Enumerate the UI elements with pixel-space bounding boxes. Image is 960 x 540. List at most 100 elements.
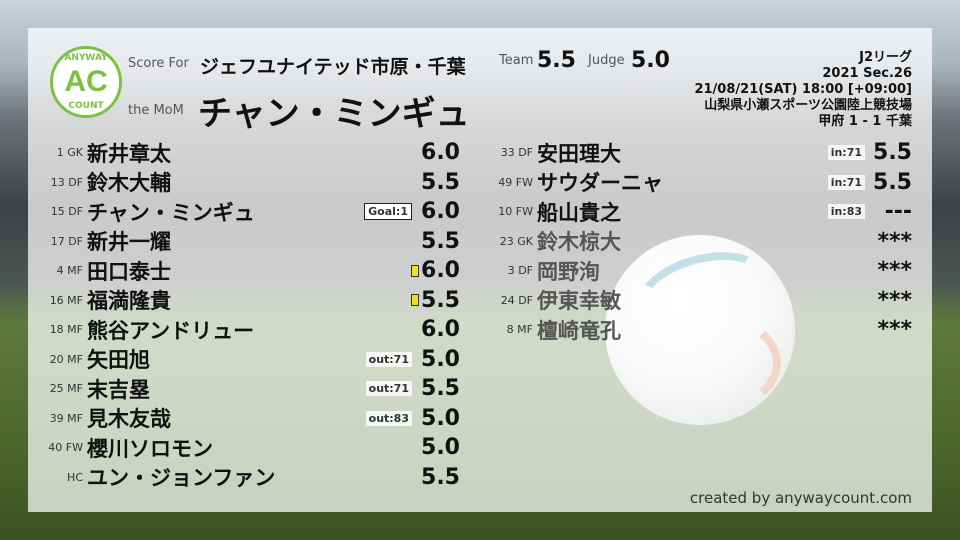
mom-label: the MoM — [128, 103, 184, 118]
player-score: 5.5 — [421, 169, 460, 195]
rating-panel — [28, 28, 932, 512]
mom-player: チャン・ミンギュ — [198, 94, 470, 134]
player-name: 田口泰士 — [87, 259, 171, 284]
player-name: サウダーニャ — [537, 171, 663, 196]
player-position: 3 DF — [507, 264, 533, 278]
player-name: 船山貴之 — [537, 200, 621, 225]
player-name: ユン・ジョンファン — [87, 466, 276, 491]
player-score: 5.0 — [421, 346, 460, 372]
player-row: 10 FW 船山貴之 in:83 --- — [478, 197, 912, 227]
player-name: チャン・ミンギュ — [87, 200, 255, 225]
player-score: 5.5 — [421, 464, 460, 490]
player-name: 矢田旭 — [87, 348, 150, 373]
player-position: 24 DF — [500, 293, 533, 307]
event-badge: in:83 — [827, 204, 865, 220]
player-position: 39 MF — [49, 411, 83, 425]
player-position: 1 GK — [56, 146, 83, 160]
event-badge: in:71 — [827, 145, 865, 161]
player-name: 新井一耀 — [87, 230, 171, 255]
player-position: 40 FW — [48, 441, 83, 455]
player-name: 鈴木大輔 — [87, 171, 171, 196]
player-row: 3 DF 岡野洵 *** — [478, 256, 912, 286]
player-row: 23 GK 鈴木椋大 *** — [478, 227, 912, 257]
player-position: 16 MF — [49, 293, 83, 307]
player-position: 15 DF — [50, 205, 83, 219]
player-row: 13 DF 鈴木大輔 5.5 — [28, 168, 460, 198]
player-row: 25 MF 末吉塁 out:71 5.5 — [28, 374, 460, 404]
player-row: 40 FW 櫻川ソロモン 5.0 — [28, 433, 460, 463]
judge-score: 5.0 — [631, 48, 670, 73]
score-for-label: Score For — [128, 56, 189, 71]
player-row: 33 DF 安田理大 in:71 5.5 — [478, 138, 912, 168]
player-row: 18 MF 熊谷アンドリュー 6.0 — [28, 315, 460, 345]
player-row: 15 DF チャン・ミンギュ Goal:1 6.0 — [28, 197, 460, 227]
player-position: 49 FW — [498, 175, 533, 189]
player-row: 4 MF 田口泰士 6.0 — [28, 256, 460, 286]
player-score: 5.5 — [873, 169, 912, 195]
player-position: 33 DF — [500, 146, 533, 160]
player-score: 5.5 — [421, 287, 460, 313]
player-position: 10 FW — [498, 205, 533, 219]
venue: 山梨県小瀬スポーツ公園陸上競技場 — [704, 98, 912, 113]
player-name: 鈴木椋大 — [537, 230, 621, 255]
player-position: 20 MF — [49, 352, 83, 366]
event-badge: out:83 — [365, 410, 412, 426]
player-score: --- — [884, 199, 912, 225]
league: J2リーグ — [859, 50, 912, 65]
event-badge: Goal:1 — [364, 203, 412, 221]
player-row: 24 DF 伊東幸敏 *** — [478, 286, 912, 316]
player-score: *** — [877, 287, 912, 313]
player-name: 熊谷アンドリュー — [87, 318, 255, 343]
judge-score-label: Judge — [588, 53, 625, 68]
datetime: 21/08/21(SAT) 18:00 [+09:00] — [694, 82, 912, 97]
player-position: 18 MF — [49, 323, 83, 337]
player-position: 13 DF — [50, 175, 83, 189]
credit: created by anywaycount.com — [689, 489, 912, 507]
player-score: 6.0 — [421, 199, 460, 225]
player-score: *** — [877, 317, 912, 343]
player-row: 8 MF 檀崎竜孔 *** — [478, 315, 912, 345]
player-position: HC — [67, 470, 83, 484]
event-badge: out:71 — [365, 381, 412, 397]
player-row: 39 MF 見木友哉 out:83 5.0 — [28, 404, 460, 434]
player-name: 福満隆貴 — [87, 289, 171, 314]
anywaycount-logo: ANYWAY AC COUNT — [50, 46, 122, 118]
player-score: *** — [877, 258, 912, 284]
player-name: 伊東幸敏 — [537, 289, 621, 314]
player-position: 23 GK — [499, 234, 533, 248]
player-name: 末吉塁 — [87, 377, 150, 402]
player-score: *** — [877, 228, 912, 254]
player-position: 25 MF — [49, 382, 83, 396]
player-score: 5.5 — [421, 376, 460, 402]
player-score: 5.0 — [421, 405, 460, 431]
player-row: 17 DF 新井一耀 5.5 — [28, 227, 460, 257]
player-position: 8 MF — [506, 323, 533, 337]
player-row: HC ユン・ジョンファン 5.5 — [28, 463, 460, 493]
player-row: 49 FW サウダーニャ in:71 5.5 — [478, 168, 912, 198]
player-name: 櫻川ソロモン — [87, 436, 213, 461]
player-score: 5.5 — [421, 228, 460, 254]
team-score: 5.5 — [537, 48, 576, 73]
team-name: ジェフユナイテッド市原・千葉 — [200, 56, 466, 78]
player-score: 6.0 — [421, 140, 460, 166]
result: 甲府 1 - 1 千葉 — [818, 114, 912, 129]
player-position: 4 MF — [56, 264, 83, 278]
starters-list: 1 GK 新井章太 6.0 13 DF 鈴木大輔 5.5 15 DF チャン・ミンギュ Goal… — [28, 138, 460, 492]
subs-list: 33 DF 安田理大 in:71 5.5 49 FW サウダーニャ in:71 5.5 10 F… — [478, 138, 912, 345]
player-row: 1 GK 新井章太 6.0 — [28, 138, 460, 168]
section: 2021 Sec.26 — [822, 66, 912, 81]
player-name: 安田理大 — [537, 141, 621, 166]
yellow-card-icon — [411, 264, 419, 277]
player-score: 5.5 — [873, 140, 912, 166]
player-name: 見木友哉 — [87, 407, 171, 432]
player-name: 新井章太 — [87, 141, 171, 166]
event-badge: out:71 — [365, 351, 412, 367]
event-badge: in:71 — [827, 174, 865, 190]
team-score-label: Team — [499, 53, 534, 68]
match-info: J2リーグ 2021 Sec.26 21/08/21(SAT) 18:00 [+… — [694, 50, 912, 130]
player-score: 6.0 — [421, 317, 460, 343]
player-row: 16 MF 福満隆貴 5.5 — [28, 286, 460, 316]
player-name: 檀崎竜孔 — [537, 318, 621, 343]
yellow-card-icon — [411, 294, 419, 307]
player-name: 岡野洵 — [537, 259, 600, 284]
